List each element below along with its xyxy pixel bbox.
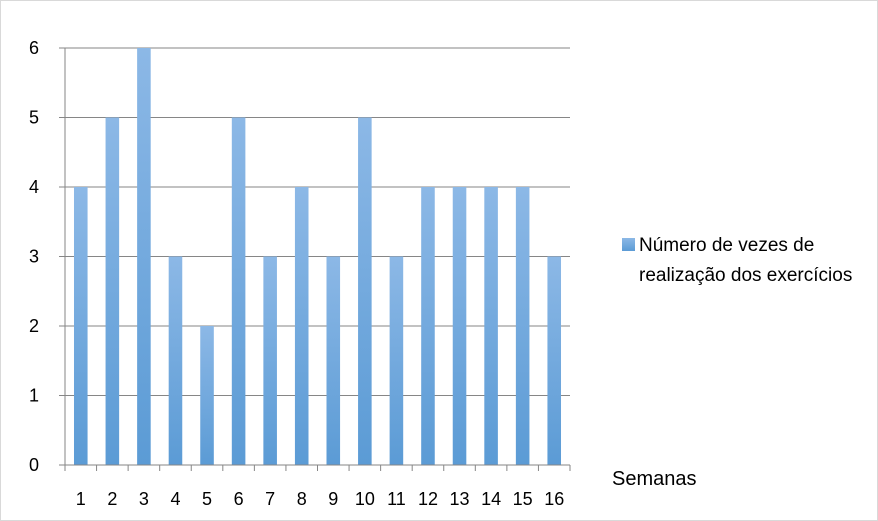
y-tick-label: 0 <box>29 455 39 475</box>
x-tick-label: 2 <box>107 489 117 509</box>
x-tick-label: 3 <box>139 489 149 509</box>
legend-label: Número de vezes de realização dos exercí… <box>639 235 853 286</box>
x-tick-label: 9 <box>328 489 338 509</box>
bar <box>326 256 341 465</box>
x-tick-label: 7 <box>265 489 275 509</box>
y-tick-label: 6 <box>29 38 39 58</box>
x-tick-label: 13 <box>450 489 470 509</box>
x-tick-label: 15 <box>513 489 533 509</box>
bar <box>547 256 562 465</box>
x-tick-label: 6 <box>234 489 244 509</box>
axes <box>59 48 571 471</box>
bar <box>73 187 88 465</box>
bar <box>263 256 277 465</box>
y-tick-label: 3 <box>29 247 39 267</box>
x-axis-title: Semanas <box>612 468 697 490</box>
bar <box>168 256 183 465</box>
legend: Número de vezes de realização dos exercí… <box>622 231 872 291</box>
x-tick-label: 1 <box>76 489 86 509</box>
x-tick-label: 5 <box>202 489 212 509</box>
bar <box>484 187 498 465</box>
bar <box>358 117 372 465</box>
y-tick-label: 1 <box>29 386 39 406</box>
bar <box>452 187 467 465</box>
bar <box>515 187 530 465</box>
x-tick-label: 4 <box>170 489 180 509</box>
bar <box>389 256 404 465</box>
y-tick-label: 5 <box>29 108 39 128</box>
y-tick-label: 4 <box>29 177 39 197</box>
bar <box>200 326 214 465</box>
x-tick-label: 16 <box>544 489 564 509</box>
x-tick-label: 8 <box>297 489 307 509</box>
x-tick-label: 14 <box>481 489 501 509</box>
bar <box>231 117 246 465</box>
legend-swatch <box>622 238 635 251</box>
bar <box>137 48 151 465</box>
x-tick-label: 12 <box>418 489 438 509</box>
y-tick-label: 2 <box>29 316 39 336</box>
bar <box>294 187 309 465</box>
bar <box>421 187 435 465</box>
bar <box>105 117 120 465</box>
x-tick-label: 11 <box>387 489 406 509</box>
bars <box>73 48 562 465</box>
x-tick-label: 10 <box>355 489 375 509</box>
